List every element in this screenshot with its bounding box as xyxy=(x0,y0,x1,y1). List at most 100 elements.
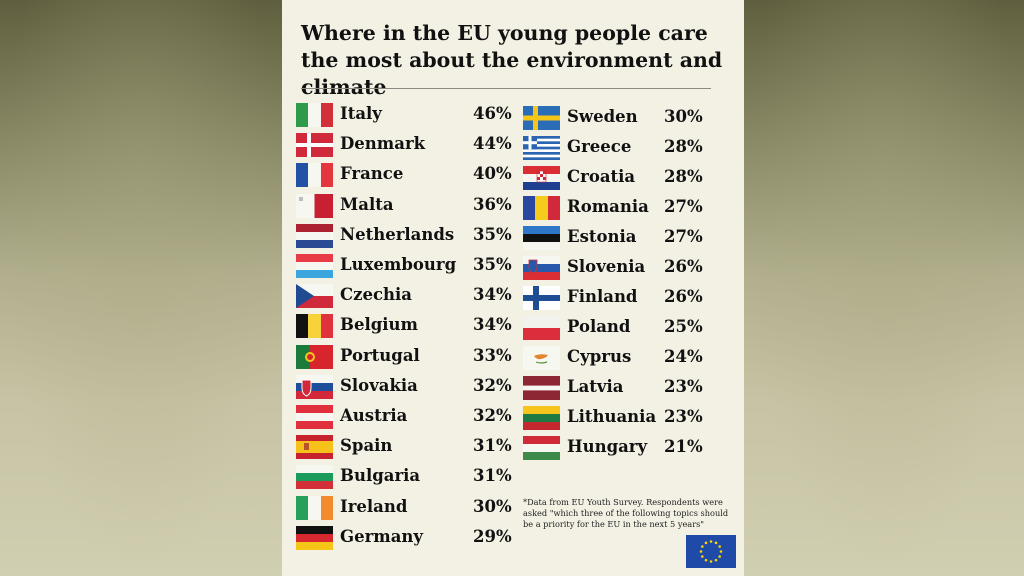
country-row: Spain 31% xyxy=(296,433,512,461)
country-flag-icon xyxy=(523,166,560,190)
percentage-value: 30% xyxy=(664,107,703,126)
country-row: Hungary 21% xyxy=(523,434,733,462)
country-name: Slovakia xyxy=(340,376,418,395)
percentage-value: 24% xyxy=(664,347,703,366)
country-name: France xyxy=(340,164,404,183)
country-flag-icon xyxy=(523,196,560,220)
country-flag-icon xyxy=(296,314,333,338)
country-flag-icon xyxy=(296,254,333,278)
country-row: Croatia 28% xyxy=(523,164,733,192)
percentage-value: 35% xyxy=(473,225,512,244)
country-row: Latvia 23% xyxy=(523,374,733,402)
country-flag-icon xyxy=(523,106,560,130)
country-name: Slovenia xyxy=(567,257,646,276)
percentage-value: 30% xyxy=(473,497,512,516)
percentage-value: 27% xyxy=(664,197,703,216)
percentage-value: 28% xyxy=(664,137,703,156)
country-flag-icon xyxy=(523,436,560,460)
percentage-value: 31% xyxy=(473,436,512,455)
country-row: Lithuania 23% xyxy=(523,404,733,432)
country-name: Germany xyxy=(340,527,424,546)
percentage-value: 25% xyxy=(664,317,703,336)
percentage-value: 36% xyxy=(473,195,512,214)
country-flag-icon xyxy=(296,163,333,187)
percentage-value: 34% xyxy=(473,315,512,334)
country-name: Hungary xyxy=(567,437,648,456)
percentage-value: 21% xyxy=(664,437,703,456)
country-name: Denmark xyxy=(340,134,426,153)
percentage-value: 34% xyxy=(473,285,512,304)
country-flag-icon xyxy=(523,346,560,370)
percentage-value: 26% xyxy=(664,287,703,306)
percentage-value: 31% xyxy=(473,466,512,485)
country-flag-icon xyxy=(523,226,560,250)
percentage-value: 27% xyxy=(664,227,703,246)
country-name: Czechia xyxy=(340,285,413,304)
country-row: Finland 26% xyxy=(523,284,733,312)
percentage-value: 35% xyxy=(473,255,512,274)
percentage-value: 32% xyxy=(473,406,512,425)
country-name: Spain xyxy=(340,436,393,455)
country-flag-icon xyxy=(296,496,333,520)
percentage-value: 23% xyxy=(664,407,703,426)
country-flag-icon xyxy=(296,284,333,308)
country-flag-icon xyxy=(296,526,333,550)
country-flag-icon xyxy=(296,375,333,399)
country-row: Luxembourg 35% xyxy=(296,252,512,280)
country-flag-icon xyxy=(523,376,560,400)
country-name: Latvia xyxy=(567,377,624,396)
percentage-value: 32% xyxy=(473,376,512,395)
country-row: Sweden 30% xyxy=(523,104,733,132)
percentage-value: 44% xyxy=(473,134,512,153)
country-row: Cyprus 24% xyxy=(523,344,733,372)
country-row: Poland 25% xyxy=(523,314,733,342)
country-name: Greece xyxy=(567,137,632,156)
country-flag-icon xyxy=(523,256,560,280)
country-flag-icon xyxy=(296,435,333,459)
country-row: Romania 27% xyxy=(523,194,733,222)
country-row: Estonia 27% xyxy=(523,224,733,252)
country-name: Romania xyxy=(567,197,649,216)
country-name: Luxembourg xyxy=(340,255,457,274)
country-name: Poland xyxy=(567,317,631,336)
country-row: Malta 36% xyxy=(296,192,512,220)
country-name: Austria xyxy=(340,406,408,425)
background-left xyxy=(0,0,282,576)
country-row: Portugal 33% xyxy=(296,343,512,371)
country-name: Sweden xyxy=(567,107,638,126)
percentage-value: 33% xyxy=(473,346,512,365)
percentage-value: 28% xyxy=(664,167,703,186)
country-name: Lithuania xyxy=(567,407,657,426)
country-name: Ireland xyxy=(340,497,408,516)
chart-title: Where in the EU young people care the mo… xyxy=(301,21,723,99)
country-row: Slovenia 26% xyxy=(523,254,733,282)
country-row: France 40% xyxy=(296,161,512,189)
percentage-value: 29% xyxy=(473,527,512,546)
country-flag-icon xyxy=(523,406,560,430)
country-row: Belgium 34% xyxy=(296,312,512,340)
country-name: Finland xyxy=(567,287,638,306)
country-name: Estonia xyxy=(567,227,637,246)
country-row: Austria 32% xyxy=(296,403,512,431)
infographic-card: Where in the EU young people care the mo… xyxy=(282,0,744,576)
country-flag-icon xyxy=(296,103,333,127)
country-row: Bulgaria 31% xyxy=(296,463,512,491)
country-flag-icon xyxy=(296,194,333,218)
percentage-value: 26% xyxy=(664,257,703,276)
country-row: Czechia 34% xyxy=(296,282,512,310)
country-flag-icon xyxy=(523,286,560,310)
country-flag-icon xyxy=(296,224,333,248)
country-flag-icon xyxy=(296,405,333,429)
country-name: Bulgaria xyxy=(340,466,421,485)
country-name: Portugal xyxy=(340,346,420,365)
country-row: Greece 28% xyxy=(523,134,733,162)
country-row: Germany 29% xyxy=(296,524,512,552)
footnote: *Data from EU Youth Survey. Respondents … xyxy=(523,497,729,529)
country-name: Croatia xyxy=(567,167,636,186)
country-flag-icon xyxy=(296,465,333,489)
country-row: Ireland 30% xyxy=(296,494,512,522)
background-right xyxy=(744,0,1024,576)
country-name: Belgium xyxy=(340,315,418,334)
country-name: Cyprus xyxy=(567,347,632,366)
eu-flag-icon xyxy=(686,535,736,568)
